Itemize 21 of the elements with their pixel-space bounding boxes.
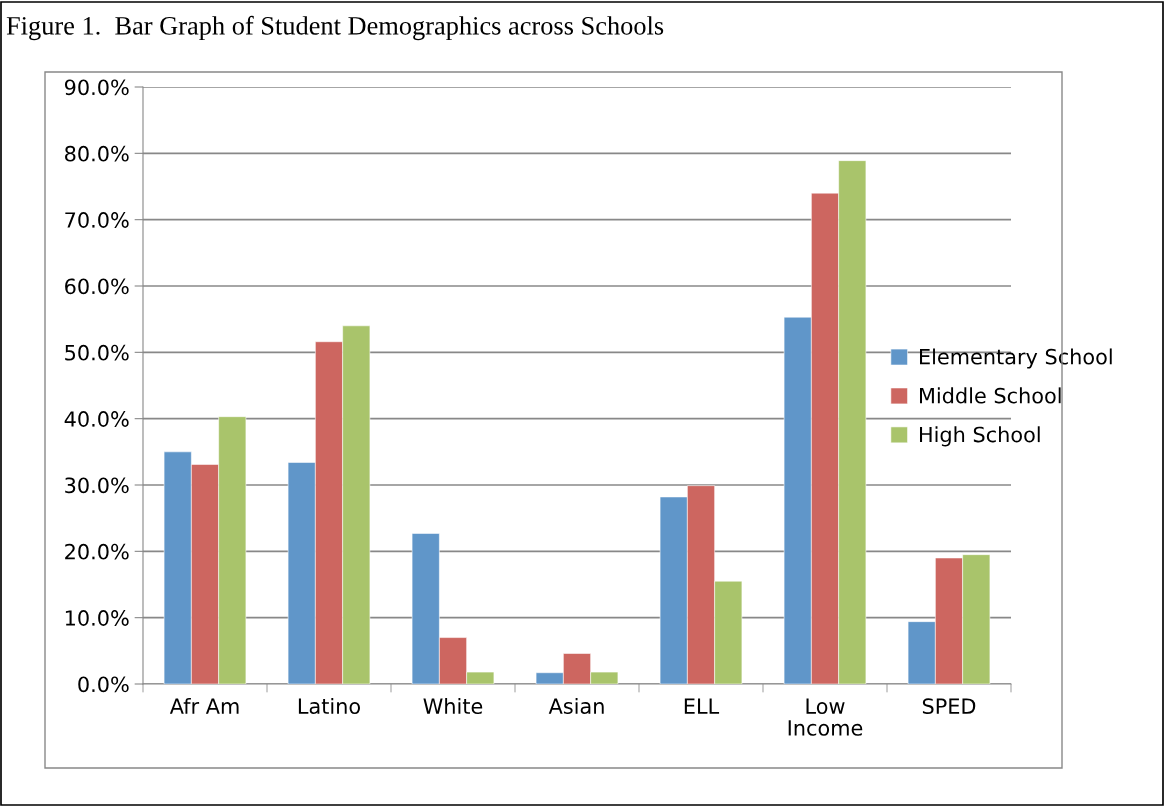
y-tick-label: 70.0% [65, 212, 129, 228]
x-tick-label: Asian [548, 697, 604, 715]
y-tick-label: 90.0% [64, 79, 129, 96]
y-tick-label: 40.0% [64, 411, 129, 427]
chart-title: Figure 1. Bar Graph of Student Demographics across Schools [6, 15, 664, 41]
y-tick-label: 20.0% [65, 543, 129, 560]
legend-label: High School [920, 426, 1040, 447]
legend-label: Middle School [920, 387, 1061, 404]
x-tick-label: Low Income [788, 698, 863, 736]
y-tick-label: 30.0% [65, 477, 129, 494]
y-tick-label: 50.0% [65, 344, 129, 361]
x-tick-label: SPED [922, 698, 976, 715]
x-tick-label: White [423, 697, 483, 715]
x-tick-label: ELL [684, 698, 720, 714]
x-tick-label: Latino [298, 697, 360, 715]
y-tick-label: 10.0% [65, 610, 129, 626]
y-tick-label: 0.0% [78, 676, 129, 693]
x-tick-label: Afr Am [169, 697, 239, 714]
legend-label: Elementary School [920, 348, 1112, 369]
y-tick-label: 80.0% [65, 145, 129, 162]
y-tick-label: 60.0% [65, 278, 129, 295]
